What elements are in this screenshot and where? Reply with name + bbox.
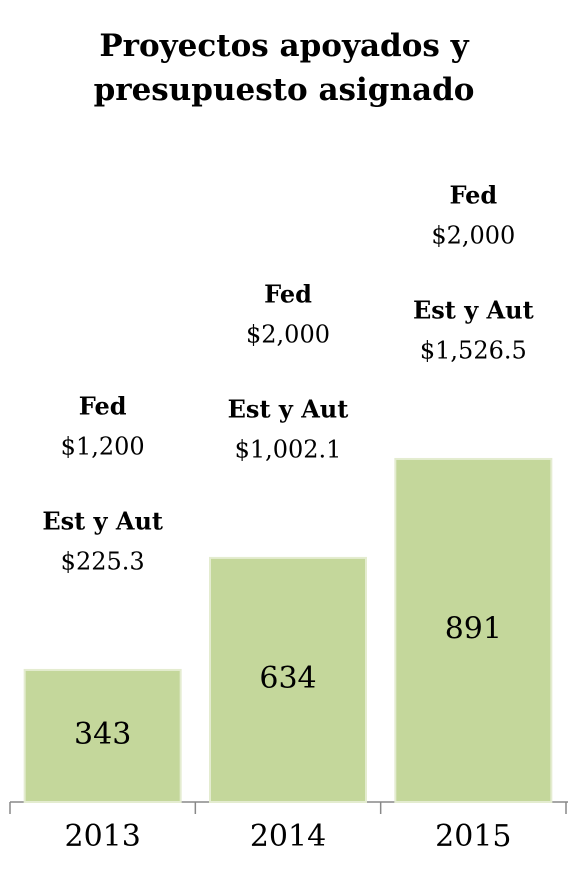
x-tick-label: 2014 <box>250 819 326 854</box>
fed-label: Fed <box>264 279 312 308</box>
est-value: $1,526.5 <box>420 336 527 364</box>
est-value: $225.3 <box>61 547 145 575</box>
x-tick-label: 2015 <box>435 819 511 854</box>
fed-label: Fed <box>79 391 127 420</box>
x-tick-label: 2013 <box>64 819 140 854</box>
bar <box>209 556 367 803</box>
est-label: Est y Aut <box>42 506 163 535</box>
bar <box>23 668 182 803</box>
bar <box>394 457 553 803</box>
fed-label: Fed <box>449 180 497 209</box>
fed-value: $2,000 <box>246 320 330 348</box>
chart-title: Proyectos apoyados y presupuesto asignad… <box>93 28 475 108</box>
bar-value-label: 634 <box>259 661 316 696</box>
est-value: $1,002.1 <box>235 435 342 463</box>
est-label: Est y Aut <box>413 295 534 324</box>
fed-value: $2,000 <box>431 221 515 249</box>
bar-value-label: 891 <box>445 611 502 646</box>
fed-value: $1,200 <box>61 432 145 460</box>
est-label: Est y Aut <box>228 394 349 423</box>
bar-value-label: 343 <box>74 717 131 752</box>
